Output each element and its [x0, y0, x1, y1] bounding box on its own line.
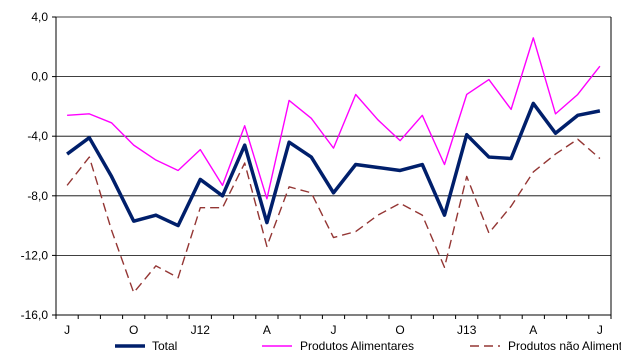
x-tick-label: J12 — [191, 323, 211, 337]
y-tick-label: -12,0 — [21, 248, 49, 262]
y-tick-label: -8,0 — [27, 189, 48, 203]
legend-label-1: Produtos Alimentares — [300, 339, 414, 353]
x-tick-label: O — [129, 323, 138, 337]
y-tick-label: 4,0 — [31, 10, 48, 24]
legend-label-2: Produtos não Alimentares — [508, 339, 621, 353]
x-tick-label: O — [395, 323, 404, 337]
x-tick-label: J — [597, 323, 603, 337]
x-tick-label: J — [331, 323, 337, 337]
x-tick-label: A — [529, 323, 537, 337]
y-tick-label: -4,0 — [27, 129, 48, 143]
series-line-2 — [66, 138, 601, 294]
x-axis-ticks: J O J12 A J O J13 A J — [55, 315, 612, 337]
x-tick-label: A — [263, 323, 271, 337]
x-tick-label: J — [64, 323, 70, 337]
x-tick-label: J13 — [457, 323, 477, 337]
legend-label-0: Total — [152, 339, 177, 353]
series-line-1 — [67, 37, 601, 200]
axes — [55, 17, 612, 316]
gridlines — [56, 16, 611, 316]
y-tick-label: 0,0 — [31, 70, 48, 84]
y-axis-ticks: -16,0 -12,0 -8,0 -4,0 0,0 4,0 — [21, 10, 56, 322]
y-tick-label: -16,0 — [21, 308, 49, 322]
series-lines — [66, 37, 601, 294]
legend: Total Produtos Alimentares Produtos não Al… — [115, 339, 621, 353]
series-line-0 — [66, 101, 601, 228]
